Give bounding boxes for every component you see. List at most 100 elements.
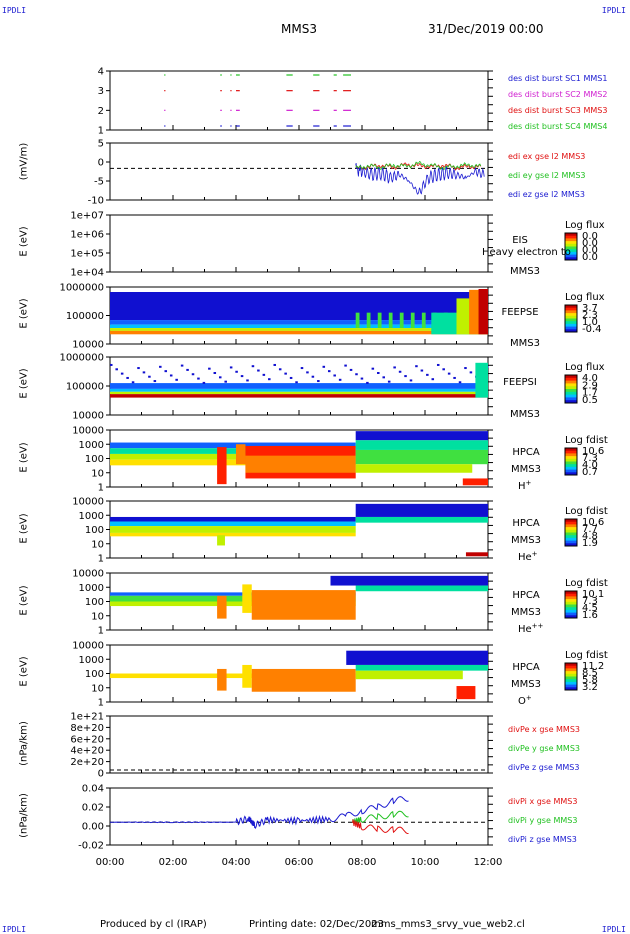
divpi-series [352,819,409,834]
colorbar-frame [564,304,578,333]
ylabel-eis: E (eV) [18,226,30,257]
ylabel-hpca-o: E (eV) [18,656,30,687]
colorbar-cell [565,251,577,254]
colorbar-value: 7.3 [582,453,598,464]
spectrogram-cell [355,585,488,592]
spectrogram-speckle [377,372,380,375]
spectrogram-speckle [333,374,336,377]
colorbar-cell [565,461,577,464]
colorbar-cell [565,532,577,535]
species-label: He++ [518,622,544,635]
spectrogram-speckle [366,381,369,384]
legend-entry: edi ey gse l2 MMS3 [508,171,586,180]
colorbar-cell [565,387,577,390]
colorbar-cell [565,245,577,247]
colorbar-cell [565,327,577,330]
colorbar-cell [565,464,577,467]
colorbar-value: 11.2 [582,661,604,672]
colorbar-cell [565,314,577,317]
ylabel-feepse: E (eV) [18,298,30,329]
colorbar-cell [565,677,577,680]
colorbar-cell [565,675,577,677]
species-label: H+ [518,479,532,492]
tick-label: 0 [98,158,104,169]
colorbar-cell [565,683,577,686]
efield-series [355,162,482,171]
spectrogram-speckle [398,370,402,373]
spacecraft-label: MMS3 [510,409,540,420]
colorbar-cell [565,525,577,528]
tick-label: 1 [98,126,104,137]
colorbar-cell [565,533,577,536]
colorbar-cell [565,663,577,665]
spectrogram-cell [110,442,356,449]
spectrogram-cell [217,535,225,546]
spectrogram-speckle [453,376,456,379]
spectrogram-cell [251,590,356,620]
spectrogram-speckle [246,379,249,382]
colorbar-cell [565,398,577,401]
colorbar-cell [565,608,577,611]
legend-entry: divPi y gse MMS3 [508,816,577,825]
tick-label: 10000 [72,411,104,422]
tick-label: 10000 [72,497,104,508]
spectrogram-cell [110,459,356,466]
tick-label: 10000 [72,426,104,437]
tick-label: -10 [88,196,104,207]
legend-entry: des dist burst SC4 MMS4 [508,122,607,131]
tick-label: 1e+05 [70,249,104,260]
spectrogram-speckle [131,381,135,384]
colorbar-cell [565,383,577,386]
colorbar-cell [565,669,577,672]
colorbar-value: 5.8 [582,675,598,686]
colorbar-cell [565,596,577,599]
spectrogram-speckle [289,376,293,379]
colorbar-cell [565,520,577,523]
tick-label: 10 [91,539,104,550]
colorbar-value: 0.0 [582,252,598,263]
spectrogram-cell [251,668,356,692]
colorbar-cell [565,391,577,394]
spectrogram-speckle [360,377,364,380]
tick-label: 6e+20 [70,734,104,745]
spectrogram-speckle [415,365,418,368]
spectrogram-cell [110,330,488,335]
tick-label: 2e+20 [70,757,104,768]
colorbar-cell [565,470,577,473]
spectrogram-speckle [431,378,435,381]
colorbar-cell [565,389,577,391]
tick-label: 10000 [72,641,104,652]
ylabel-divpe: (nPa/km) [18,721,30,766]
overlay-text: Heavy electron to [482,247,571,258]
colorbar-cell [565,253,577,256]
colorbar-frame [564,662,578,691]
spectrogram-cell [110,388,488,392]
spectrogram-speckle [218,376,222,379]
tick-label: -5 [94,177,104,188]
tick-label: 100 [85,454,104,465]
colorbar-cell [565,469,577,472]
colorbar-cell [565,664,577,667]
spectrogram-speckle [153,380,157,383]
colorbar-cell [565,685,577,688]
spectrogram-speckle [355,373,358,376]
tick-label: 10000 [72,340,104,351]
colorbar-frame [564,447,578,476]
tick-label: 1 [98,698,104,709]
colorbar-value: 0.7 [582,467,598,478]
colorbar-frame [564,232,578,261]
spectrogram-cell [355,312,360,329]
colorbar-cell [565,543,577,546]
spectrogram-cell [110,394,488,398]
spectrogram-cell [377,312,382,329]
colorbar-cell [565,249,577,252]
tick-label: 100000 [66,311,104,322]
colorbar-cell [565,457,577,460]
spectrogram-speckle [344,364,347,367]
colorbar-cell [565,613,577,616]
legend-entry: divPi z gse MMS3 [508,835,577,844]
colorbar-cell [565,611,577,614]
colorbar-value: 1.9 [582,538,598,549]
spacecraft-label: MMS3 [511,679,541,690]
colorbar-cell [565,322,577,325]
